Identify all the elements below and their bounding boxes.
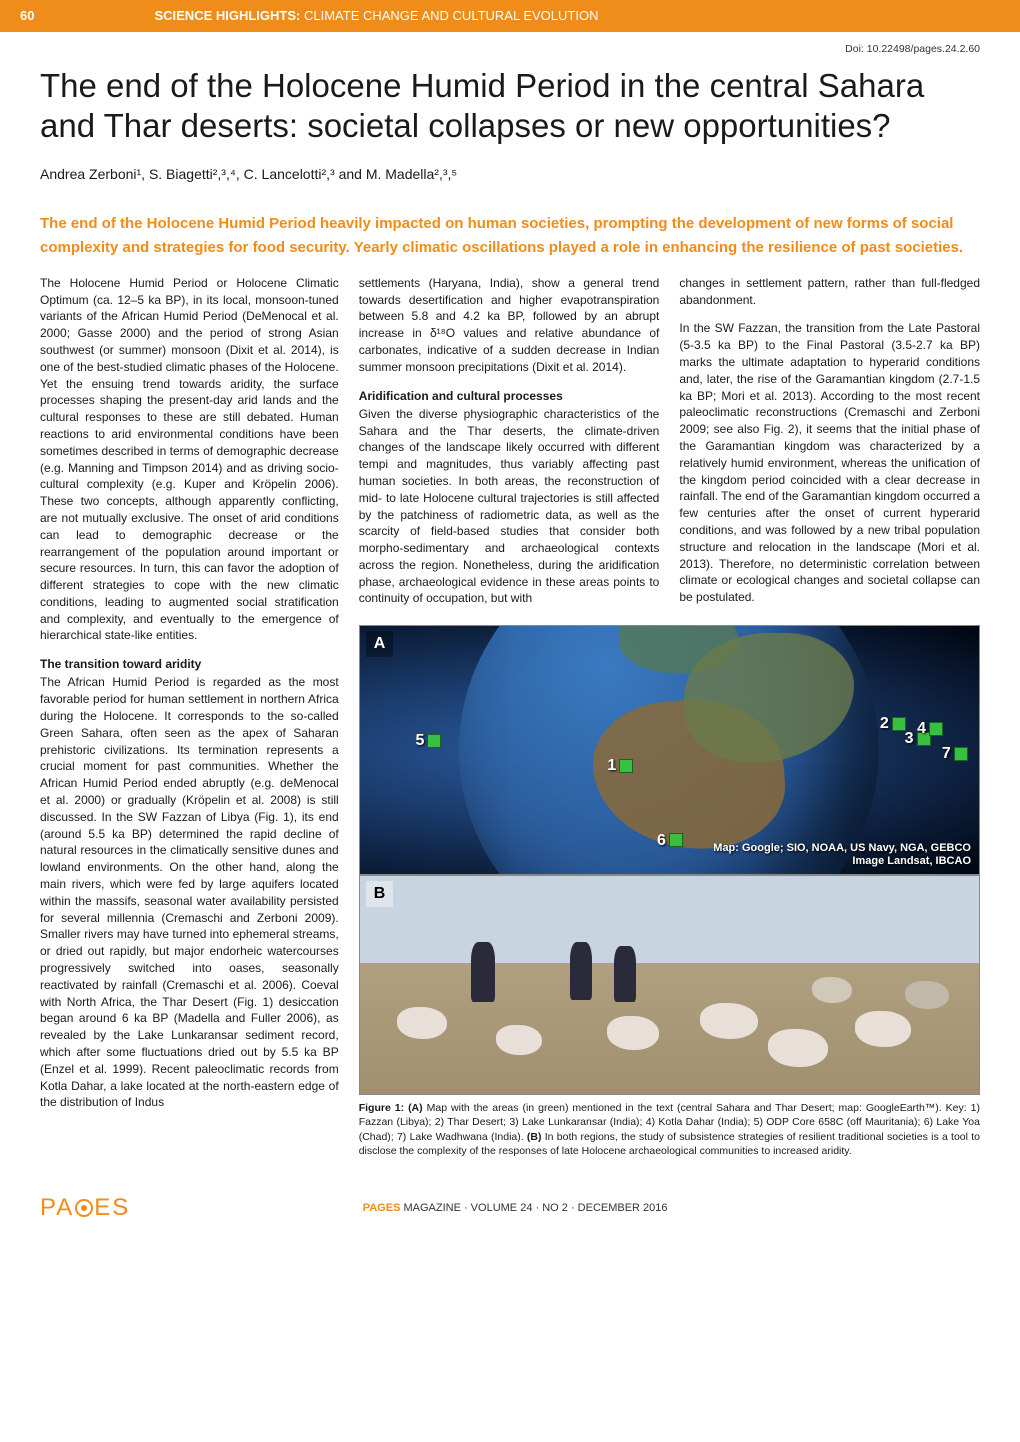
- goat-shape: [700, 1003, 758, 1039]
- col1-p1: The Holocene Humid Period or Holocene Cl…: [40, 275, 339, 645]
- goat-shape: [768, 1029, 828, 1067]
- page-footer: PAES PAGES MAGAZINE · VOLUME 24 · NO 2 ·…: [0, 1178, 1020, 1242]
- authors-line: Andrea Zerboni¹, S. Biagetti²,³,⁴, C. La…: [40, 165, 980, 184]
- column-right-wrap: settlements (Haryana, India), show a gen…: [359, 275, 980, 1158]
- figure-panel-a: A Map: Google; SIO, NOAA, US Navy, NGA, …: [359, 625, 980, 875]
- column-2: settlements (Haryana, India), show a gen…: [359, 275, 660, 620]
- col2-heading: Aridification and cultural processes: [359, 388, 660, 404]
- person-silhouette: [471, 942, 495, 1002]
- summary-text: The end of the Holocene Humid Period hea…: [40, 212, 980, 259]
- landmass-asia: [684, 633, 854, 763]
- goat-shape: [496, 1025, 542, 1055]
- figure-panel-b: B: [359, 875, 980, 1095]
- col3-p2: In the SW Fazzan, the transition from th…: [679, 320, 980, 606]
- figure-caption: Figure 1: (A) Map with the areas (in gre…: [359, 1101, 980, 1158]
- map-marker-4: 4: [917, 718, 943, 740]
- panel-b-label: B: [366, 881, 394, 907]
- panel-a-label: A: [366, 631, 394, 657]
- footer-issue-info: PAGES MAGAZINE · VOLUME 24 · NO 2 · DECE…: [363, 1201, 668, 1216]
- goat-shape: [855, 1011, 911, 1047]
- map-marker-2: 2: [880, 713, 906, 735]
- page-number: 60: [20, 7, 34, 25]
- col2-p2: Given the diverse physiographic characte…: [359, 406, 660, 608]
- col2-p1: settlements (Haryana, India), show a gen…: [359, 275, 660, 376]
- figure-1: A Map: Google; SIO, NOAA, US Navy, NGA, …: [359, 625, 980, 1158]
- col3-p1: changes in settlement pattern, rather th…: [679, 275, 980, 309]
- body-columns: The Holocene Humid Period or Holocene Cl…: [40, 275, 980, 1158]
- goat-shape: [607, 1016, 659, 1050]
- person-silhouette: [614, 946, 636, 1002]
- col1-p2: The African Humid Period is regarded as …: [40, 674, 339, 1111]
- map-marker-1: 1: [607, 755, 633, 777]
- pages-logo: PAES: [40, 1192, 130, 1224]
- col1-heading: The transition toward aridity: [40, 656, 339, 672]
- goat-shape: [812, 977, 852, 1003]
- section-label: SCIENCE HIGHLIGHTS: CLIMATE CHANGE AND C…: [154, 7, 598, 25]
- column-3: changes in settlement pattern, rather th…: [679, 275, 980, 620]
- goat-shape: [905, 981, 949, 1009]
- column-1: The Holocene Humid Period or Holocene Cl…: [40, 275, 339, 1158]
- logo-eye-icon: [75, 1199, 93, 1217]
- article-content: The end of the Holocene Humid Period in …: [0, 56, 1020, 1178]
- map-marker-7: 7: [942, 743, 968, 765]
- article-title: The end of the Holocene Humid Period in …: [40, 66, 980, 145]
- doi-text: Doi: 10.22498/pages.24.2.60: [0, 32, 1020, 56]
- person-silhouette: [570, 942, 592, 1000]
- map-marker-6: 6: [657, 830, 683, 852]
- goat-shape: [397, 1007, 447, 1039]
- map-credit: Map: Google; SIO, NOAA, US Navy, NGA, GE…: [713, 842, 971, 868]
- header-bar: 60 SCIENCE HIGHLIGHTS: CLIMATE CHANGE AN…: [0, 0, 1020, 32]
- map-marker-5: 5: [415, 730, 441, 752]
